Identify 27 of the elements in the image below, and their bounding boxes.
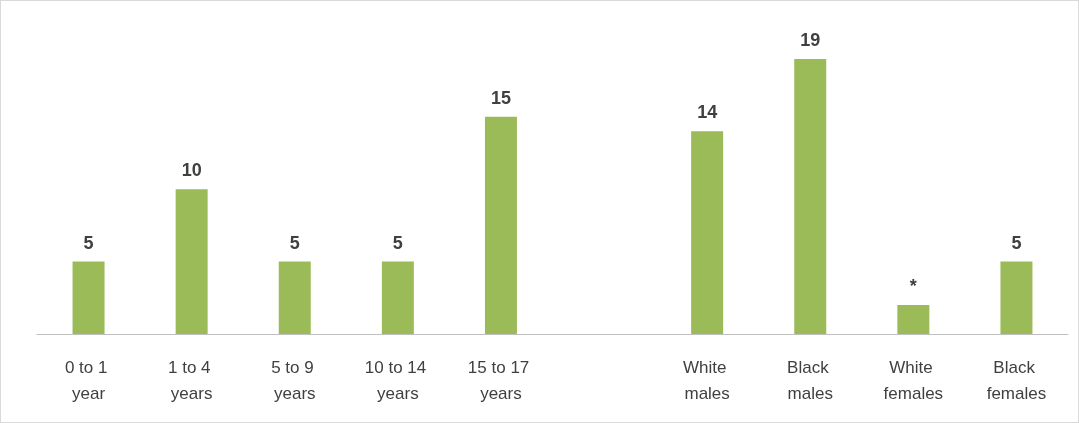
data-label: 19 — [800, 29, 821, 50]
data-label: 14 — [697, 102, 718, 123]
bar — [1000, 261, 1033, 334]
bar — [175, 189, 208, 334]
x-tick-label: 0 to 1 year — [64, 357, 113, 403]
data-label: 15 — [490, 87, 511, 108]
data-label: 5 — [1011, 232, 1022, 253]
x-tick-label: White females — [883, 357, 944, 403]
data-label: 5 — [392, 232, 403, 253]
x-tick-label: 10 to 14 years — [364, 357, 431, 403]
x-tick-label: White males — [683, 357, 732, 403]
x-tick-label: 15 to 17 years — [467, 357, 535, 403]
x-tick-label: Black females — [986, 357, 1047, 403]
bar — [897, 305, 930, 334]
bar — [794, 58, 827, 334]
bar — [484, 116, 517, 334]
x-tick-label: 5 to 9 years — [271, 357, 319, 403]
data-label: * — [909, 276, 917, 297]
data-label: 10 — [181, 160, 202, 181]
x-tick-label: Black males — [787, 357, 834, 403]
data-label: 5 — [289, 232, 300, 253]
x-tick-label: 1 to 4 years — [168, 357, 216, 403]
bar — [72, 261, 105, 334]
data-label: 5 — [83, 232, 94, 253]
bar — [691, 131, 724, 334]
bar — [278, 261, 311, 334]
bar — [381, 261, 414, 334]
